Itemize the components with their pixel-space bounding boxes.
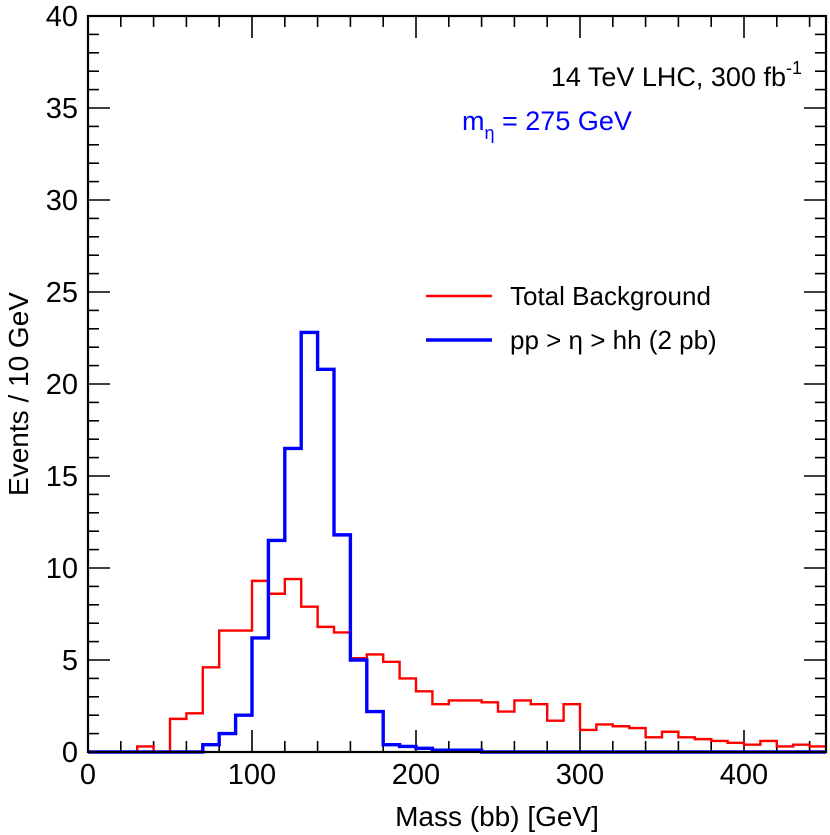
histogram-bin bbox=[301, 607, 317, 752]
histogram-bin bbox=[629, 728, 645, 752]
histogram-bin bbox=[236, 631, 252, 752]
x-tick-label: 300 bbox=[556, 759, 604, 791]
y-tick-label: 15 bbox=[46, 461, 78, 493]
histogram-bin bbox=[416, 691, 432, 752]
histogram-bin bbox=[514, 700, 530, 752]
histogram-bin bbox=[646, 737, 662, 752]
histogram-bin bbox=[170, 719, 186, 752]
histogram-bin bbox=[498, 712, 514, 752]
histogram-bin bbox=[236, 715, 252, 752]
histogram-bin bbox=[662, 732, 678, 752]
histogram-bin bbox=[350, 658, 366, 752]
mass-value: = 275 GeV bbox=[495, 106, 632, 136]
histogram-bin bbox=[695, 739, 711, 752]
histogram-bin bbox=[465, 700, 481, 752]
mass-symbol: m bbox=[462, 106, 485, 136]
histogram-bin bbox=[252, 581, 268, 752]
histogram-line bbox=[88, 577, 826, 754]
histogram-bin bbox=[547, 721, 563, 752]
series-total-background bbox=[88, 577, 826, 754]
luminosity-exponent: -1 bbox=[786, 58, 802, 78]
x-tick-label: 0 bbox=[80, 759, 96, 791]
energy-luminosity-label: 14 TeV LHC, 300 fb-1 bbox=[551, 58, 802, 92]
legend-label: Total Background bbox=[510, 281, 711, 311]
y-tick-label: 20 bbox=[46, 369, 78, 401]
mass-label: mη = 275 GeV bbox=[462, 106, 632, 143]
histogram-bin bbox=[482, 702, 498, 752]
histogram-bin bbox=[449, 700, 465, 752]
plot-frame bbox=[86, 14, 828, 754]
histogram-bin bbox=[301, 332, 317, 752]
histogram-line bbox=[88, 330, 826, 754]
y-tick-label: 40 bbox=[46, 1, 78, 33]
x-tick-label: 400 bbox=[720, 759, 768, 791]
histogram-bin bbox=[318, 369, 334, 752]
histogram-bin bbox=[580, 730, 596, 752]
y-tick-label: 0 bbox=[62, 737, 78, 769]
y-tick-label: 5 bbox=[62, 645, 78, 677]
histogram-bin bbox=[613, 726, 629, 752]
histogram-bin bbox=[203, 667, 219, 752]
histogram-bin bbox=[186, 713, 202, 752]
y-axis-title: Events / 10 GeV bbox=[3, 292, 34, 496]
histogram-bin bbox=[334, 632, 350, 752]
axis-ticks bbox=[87, 15, 826, 753]
histogram-bin bbox=[334, 535, 350, 752]
y-tick-label: 30 bbox=[46, 185, 78, 217]
y-tick-label: 35 bbox=[46, 93, 78, 125]
histogram-bin bbox=[531, 704, 547, 752]
histogram-bin bbox=[432, 704, 448, 752]
histogram-bin bbox=[564, 704, 580, 752]
x-tick-label: 200 bbox=[392, 759, 440, 791]
histogram-bin bbox=[678, 737, 694, 752]
histogram-bin bbox=[383, 662, 399, 752]
histogram-bin bbox=[252, 638, 268, 752]
series-signal bbox=[88, 330, 826, 754]
histogram-bin bbox=[285, 448, 301, 752]
y-tick-label: 25 bbox=[46, 277, 78, 309]
x-tick-label: 100 bbox=[228, 759, 276, 791]
mass-subscript: η bbox=[485, 123, 495, 143]
histogram-bin bbox=[350, 660, 366, 752]
histogram-bin bbox=[268, 594, 284, 752]
histogram-bin bbox=[596, 724, 612, 752]
histogram-bin bbox=[219, 734, 235, 752]
tick-labels: 0 100 200 300 400 0 5 10 15 20 25 30 35 40 bbox=[46, 1, 768, 791]
y-tick-label: 10 bbox=[46, 553, 78, 585]
legend: Total Background pp > η > hh (2 pb) bbox=[426, 281, 717, 355]
histogram-bin bbox=[367, 654, 383, 752]
series-layer bbox=[88, 330, 826, 754]
histogram-bin bbox=[268, 540, 284, 752]
histogram-bin bbox=[318, 627, 334, 752]
energy-luminosity-text: 14 TeV LHC, 300 fb bbox=[551, 62, 786, 92]
histogram-bin bbox=[400, 678, 416, 752]
legend-label: pp > η > hh (2 pb) bbox=[510, 325, 717, 355]
histogram-bin bbox=[367, 712, 383, 752]
histogram-bin bbox=[285, 579, 301, 752]
x-axis-title: Mass (bb) [GeV] bbox=[395, 801, 599, 832]
